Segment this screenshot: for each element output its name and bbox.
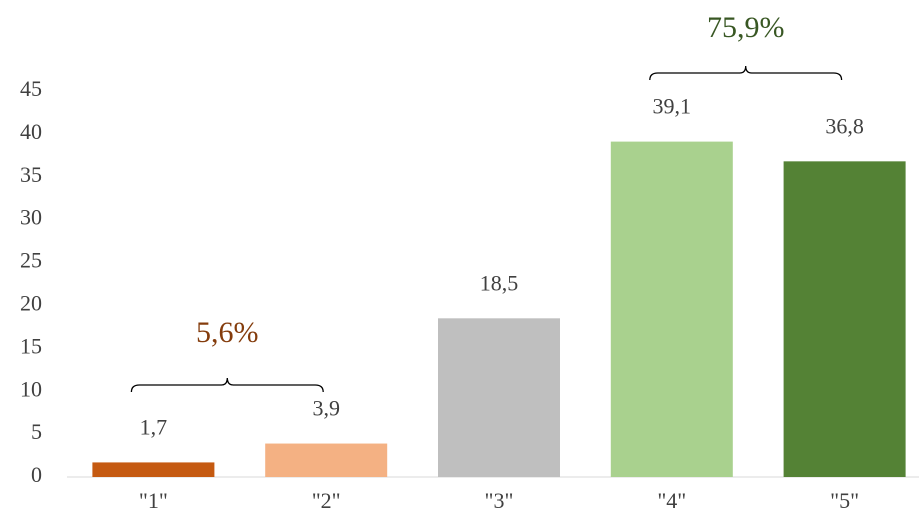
x-tick-label: "2" <box>312 488 341 513</box>
y-tick-label: 10 <box>20 376 42 401</box>
y-tick-label: 25 <box>20 248 42 273</box>
data-label: 3,9 <box>312 396 340 421</box>
x-tick-label: "1" <box>139 488 168 513</box>
x-tick-label: "3" <box>485 488 514 513</box>
y-tick-label: 45 <box>20 76 42 101</box>
bar <box>265 443 388 477</box>
annotation: 5,6% <box>196 316 259 349</box>
bar <box>92 462 215 477</box>
x-tick-label: "5" <box>830 488 859 513</box>
y-tick-label: 35 <box>20 162 42 187</box>
y-tick-label: 30 <box>20 205 42 230</box>
bar <box>610 141 733 477</box>
x-tick-label: "4" <box>657 488 686 513</box>
brace <box>649 65 843 81</box>
data-label: 18,5 <box>480 270 519 295</box>
y-tick-label: 15 <box>20 333 42 358</box>
annotation: 75,9% <box>707 11 785 44</box>
data-label: 1,7 <box>140 414 168 439</box>
brace <box>130 377 324 393</box>
bar <box>783 161 906 478</box>
data-label: 39,1 <box>653 94 692 119</box>
bar <box>438 318 560 477</box>
y-tick-label: 40 <box>20 119 42 144</box>
data-label: 36,8 <box>825 113 864 138</box>
y-tick-label: 5 <box>31 419 42 444</box>
y-tick-label: 20 <box>20 290 42 315</box>
y-tick-label: 0 <box>31 462 42 487</box>
